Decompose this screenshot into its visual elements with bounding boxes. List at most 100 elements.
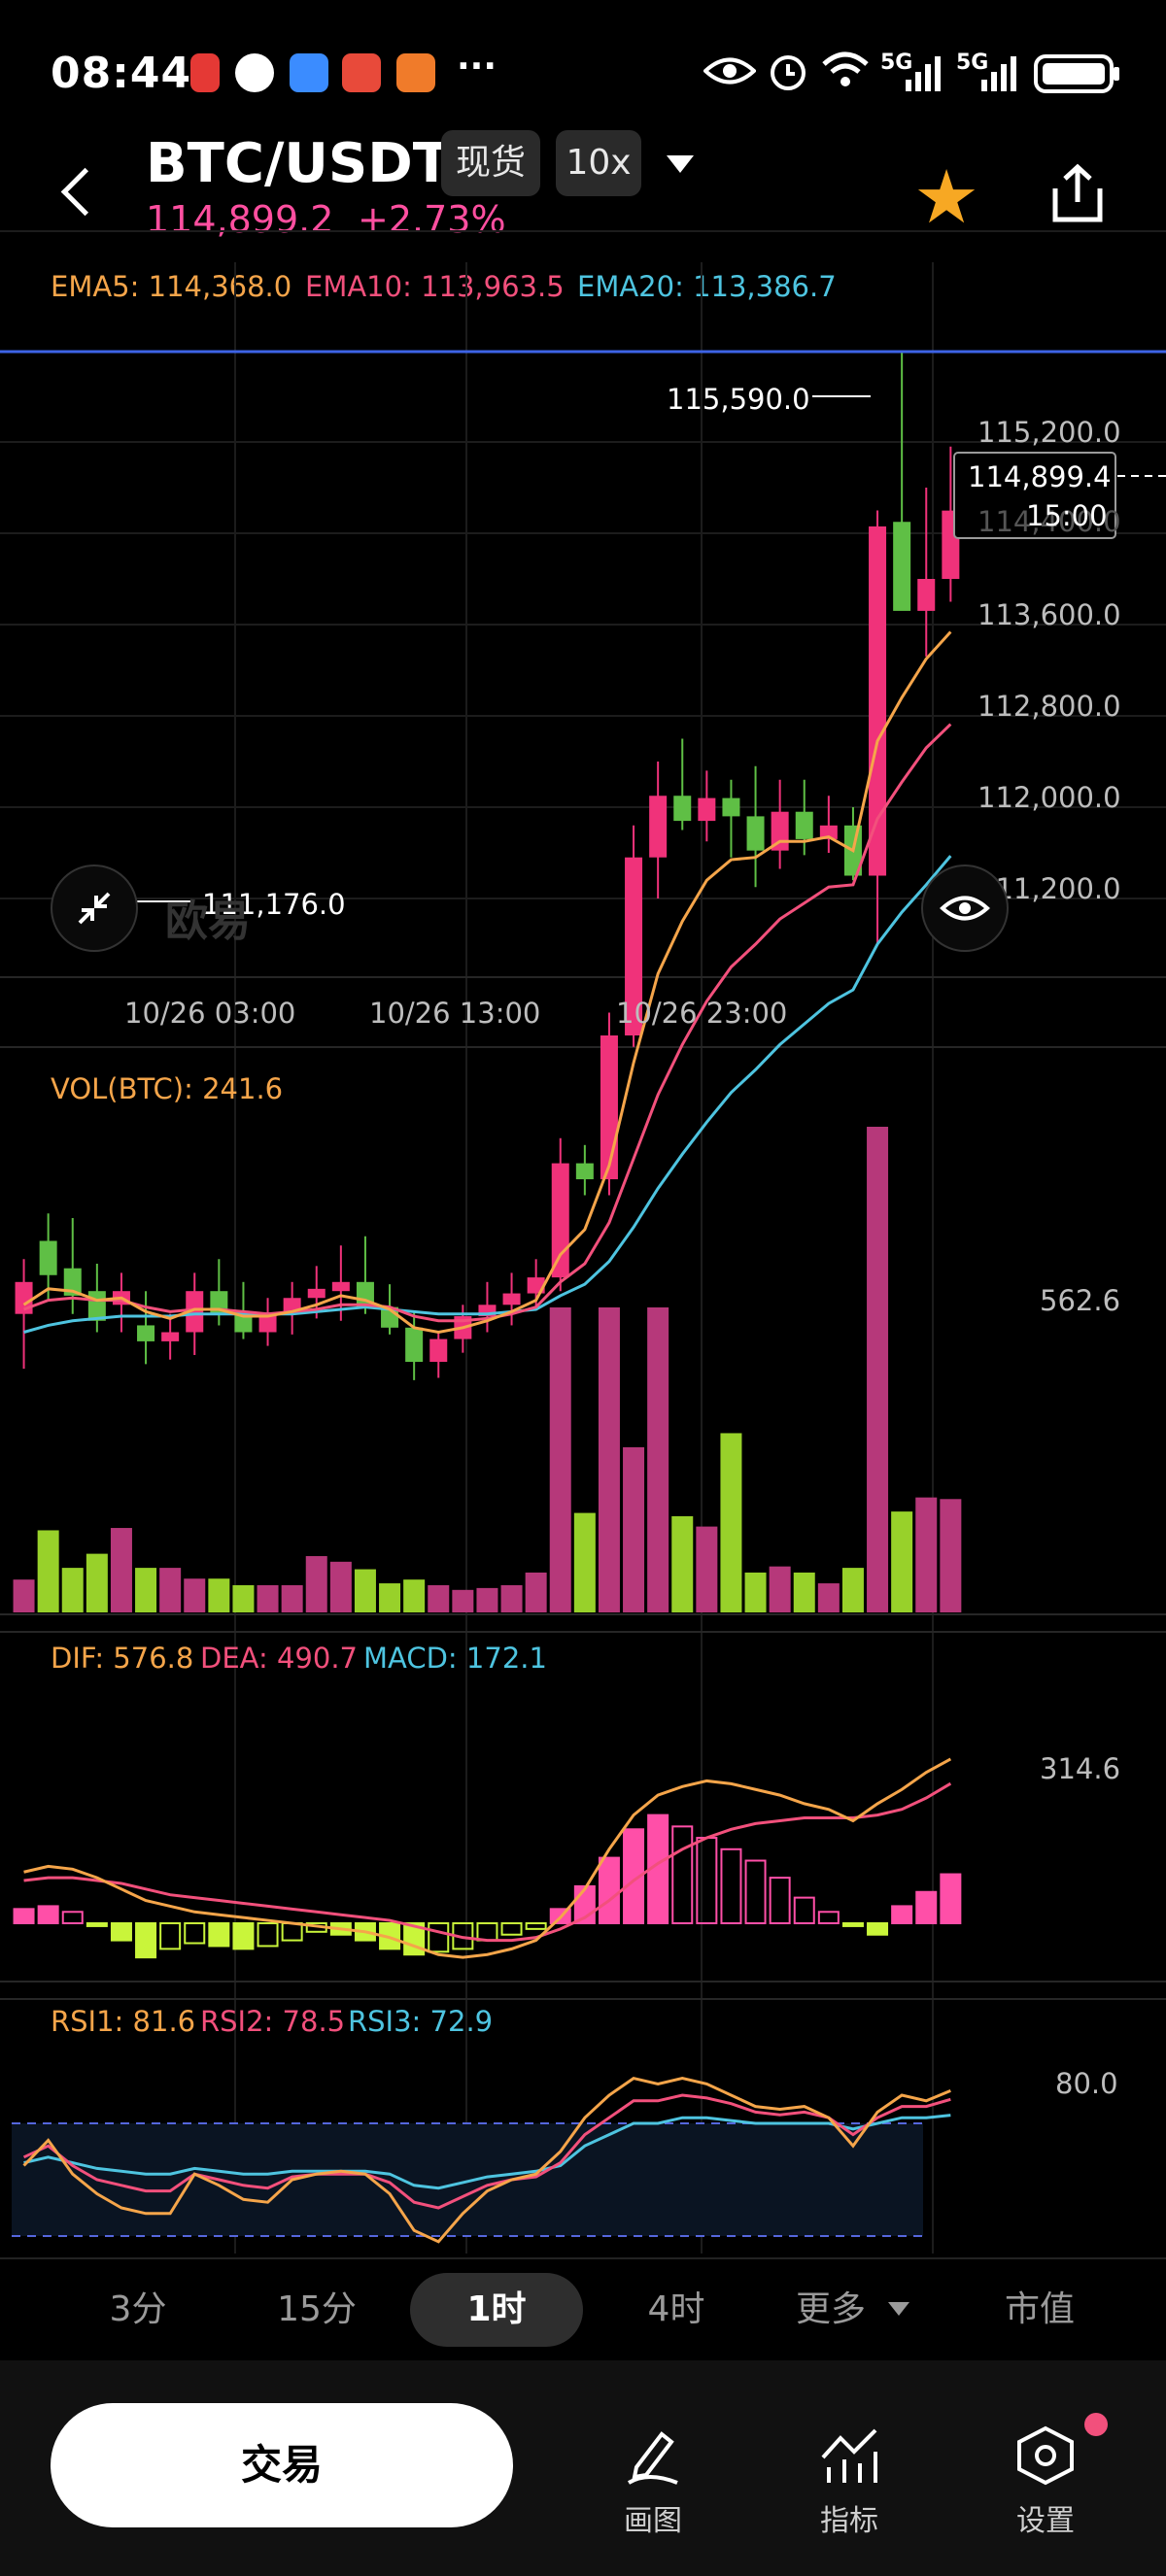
signal-icon — [906, 56, 941, 91]
more-dropdown-icon[interactable] — [888, 2302, 909, 2316]
settings-hexagon-icon — [1017, 2425, 1074, 2486]
price-axis-label: 112,800.0 — [977, 690, 1121, 723]
volume-bar — [671, 1515, 694, 1612]
countdown-label: 15:00 — [1026, 499, 1108, 532]
pair-dropdown-icon[interactable] — [667, 155, 694, 173]
current-price-label: 114,899.4 — [968, 460, 1112, 493]
battery-icon — [1034, 54, 1119, 93]
macd-bar — [915, 1890, 938, 1925]
volume-bar — [379, 1583, 401, 1612]
macd-bar — [867, 1922, 889, 1936]
volume-bar — [793, 1572, 815, 1612]
favorite-star-icon[interactable]: ★ — [913, 153, 980, 240]
tab-more[interactable]: 更多 — [795, 2289, 866, 2329]
rsi1-legend: RSI1: 81.6 — [51, 2005, 196, 2038]
indicators-button[interactable]: 指标 — [791, 2424, 908, 2539]
candle-body — [722, 797, 740, 817]
kline-chart[interactable] — [0, 0, 1166, 2273]
candle-body — [746, 816, 765, 851]
candle-body — [698, 797, 716, 822]
candle-body — [186, 1291, 204, 1333]
rsi2-legend: RSI2: 78.5 — [200, 2005, 346, 2038]
candle-body — [331, 1281, 350, 1292]
candle-body — [600, 1035, 618, 1180]
high-price-label: 115,590.0 — [667, 383, 810, 416]
toggle-visibility-button[interactable] — [921, 864, 1009, 952]
tab-15m[interactable]: 15分 — [277, 2289, 357, 2329]
volume-bar — [61, 1568, 84, 1612]
volume-bar — [232, 1584, 255, 1612]
tab-market-cap[interactable]: 市值 — [1004, 2289, 1075, 2329]
wechat-icon — [235, 53, 274, 92]
macd-bar — [184, 1922, 206, 1945]
trade-button[interactable]: 交易 — [51, 2403, 513, 2527]
macd-bar — [793, 1896, 815, 1925]
candle-body — [15, 1281, 33, 1314]
volume-bar — [549, 1306, 571, 1612]
macd-histogram — [13, 1813, 962, 1959]
macd-bar — [428, 1922, 450, 1953]
network-5g-label: 5G — [880, 51, 913, 75]
more-notifications-icon: ··· — [457, 47, 497, 86]
tab-4h[interactable]: 4时 — [647, 2289, 705, 2329]
volume-bar — [135, 1568, 157, 1612]
candle-body — [551, 1163, 569, 1278]
draw-tool-button[interactable]: 画图 — [595, 2424, 711, 2539]
pencil-icon — [627, 2431, 678, 2485]
volume-bar — [208, 1578, 230, 1612]
volume-bar — [744, 1572, 767, 1612]
candle-body — [795, 811, 813, 839]
volume-bar — [476, 1587, 498, 1612]
volume-bar — [720, 1433, 742, 1612]
macd-axis-label: 314.6 — [1040, 1752, 1121, 1785]
candle-body — [307, 1288, 326, 1299]
volume-bar — [623, 1446, 645, 1612]
share-icon[interactable] — [1049, 163, 1106, 223]
candle-body — [137, 1325, 155, 1341]
rsi3-legend: RSI3: 72.9 — [348, 2005, 494, 2038]
volume-bar — [329, 1561, 352, 1612]
volume-bar — [573, 1512, 596, 1612]
price-axis-label: 113,600.0 — [977, 598, 1121, 631]
volume-bar — [86, 1553, 108, 1612]
ema10-line — [23, 723, 952, 1323]
rsi3-line — [23, 2114, 951, 2190]
tab-3m[interactable]: 3分 — [109, 2289, 167, 2329]
volume-bar — [257, 1584, 279, 1612]
rsi-band — [12, 2123, 923, 2236]
rsi-axis-label: 80.0 — [1055, 2067, 1118, 2100]
volume-bar — [184, 1578, 206, 1612]
rsi1-line — [22, 2076, 951, 2244]
macd-bar — [476, 1922, 498, 1942]
macd-value-legend: MACD: 172.1 — [363, 1642, 547, 1675]
macd-bar — [598, 1856, 620, 1924]
ema5-line — [22, 630, 952, 1335]
collapse-button[interactable] — [51, 864, 138, 952]
dea-line — [23, 1781, 952, 1943]
candle-body — [405, 1327, 424, 1363]
tab-1h[interactable]: 1时 — [410, 2273, 583, 2347]
red-packet-icon — [190, 53, 220, 92]
macd-bar — [281, 1922, 303, 1942]
candle-body — [625, 857, 643, 1035]
volume-bar — [769, 1566, 791, 1612]
candle-body — [87, 1291, 106, 1321]
macd-bar — [37, 1905, 59, 1925]
volume-bar — [598, 1306, 620, 1612]
candle-body — [917, 579, 936, 611]
volume-bar — [428, 1584, 450, 1612]
macd-bar — [769, 1877, 791, 1924]
candle-body — [869, 525, 887, 876]
volume-bar — [305, 1556, 327, 1612]
low-price-label: 111,176.0 — [202, 888, 346, 921]
candle-body — [63, 1268, 82, 1296]
volume-bars — [13, 1127, 962, 1612]
pair-title[interactable]: BTC/USDT — [146, 132, 450, 195]
macd-bar — [891, 1905, 913, 1925]
last-price: 114,899.2 — [146, 198, 334, 241]
volume-bar — [354, 1569, 376, 1612]
status-time: 08:44 — [51, 49, 192, 98]
alarm-icon — [771, 55, 806, 90]
settings-button[interactable]: 设置 — [987, 2424, 1104, 2539]
shopping-app-icon — [342, 53, 381, 92]
